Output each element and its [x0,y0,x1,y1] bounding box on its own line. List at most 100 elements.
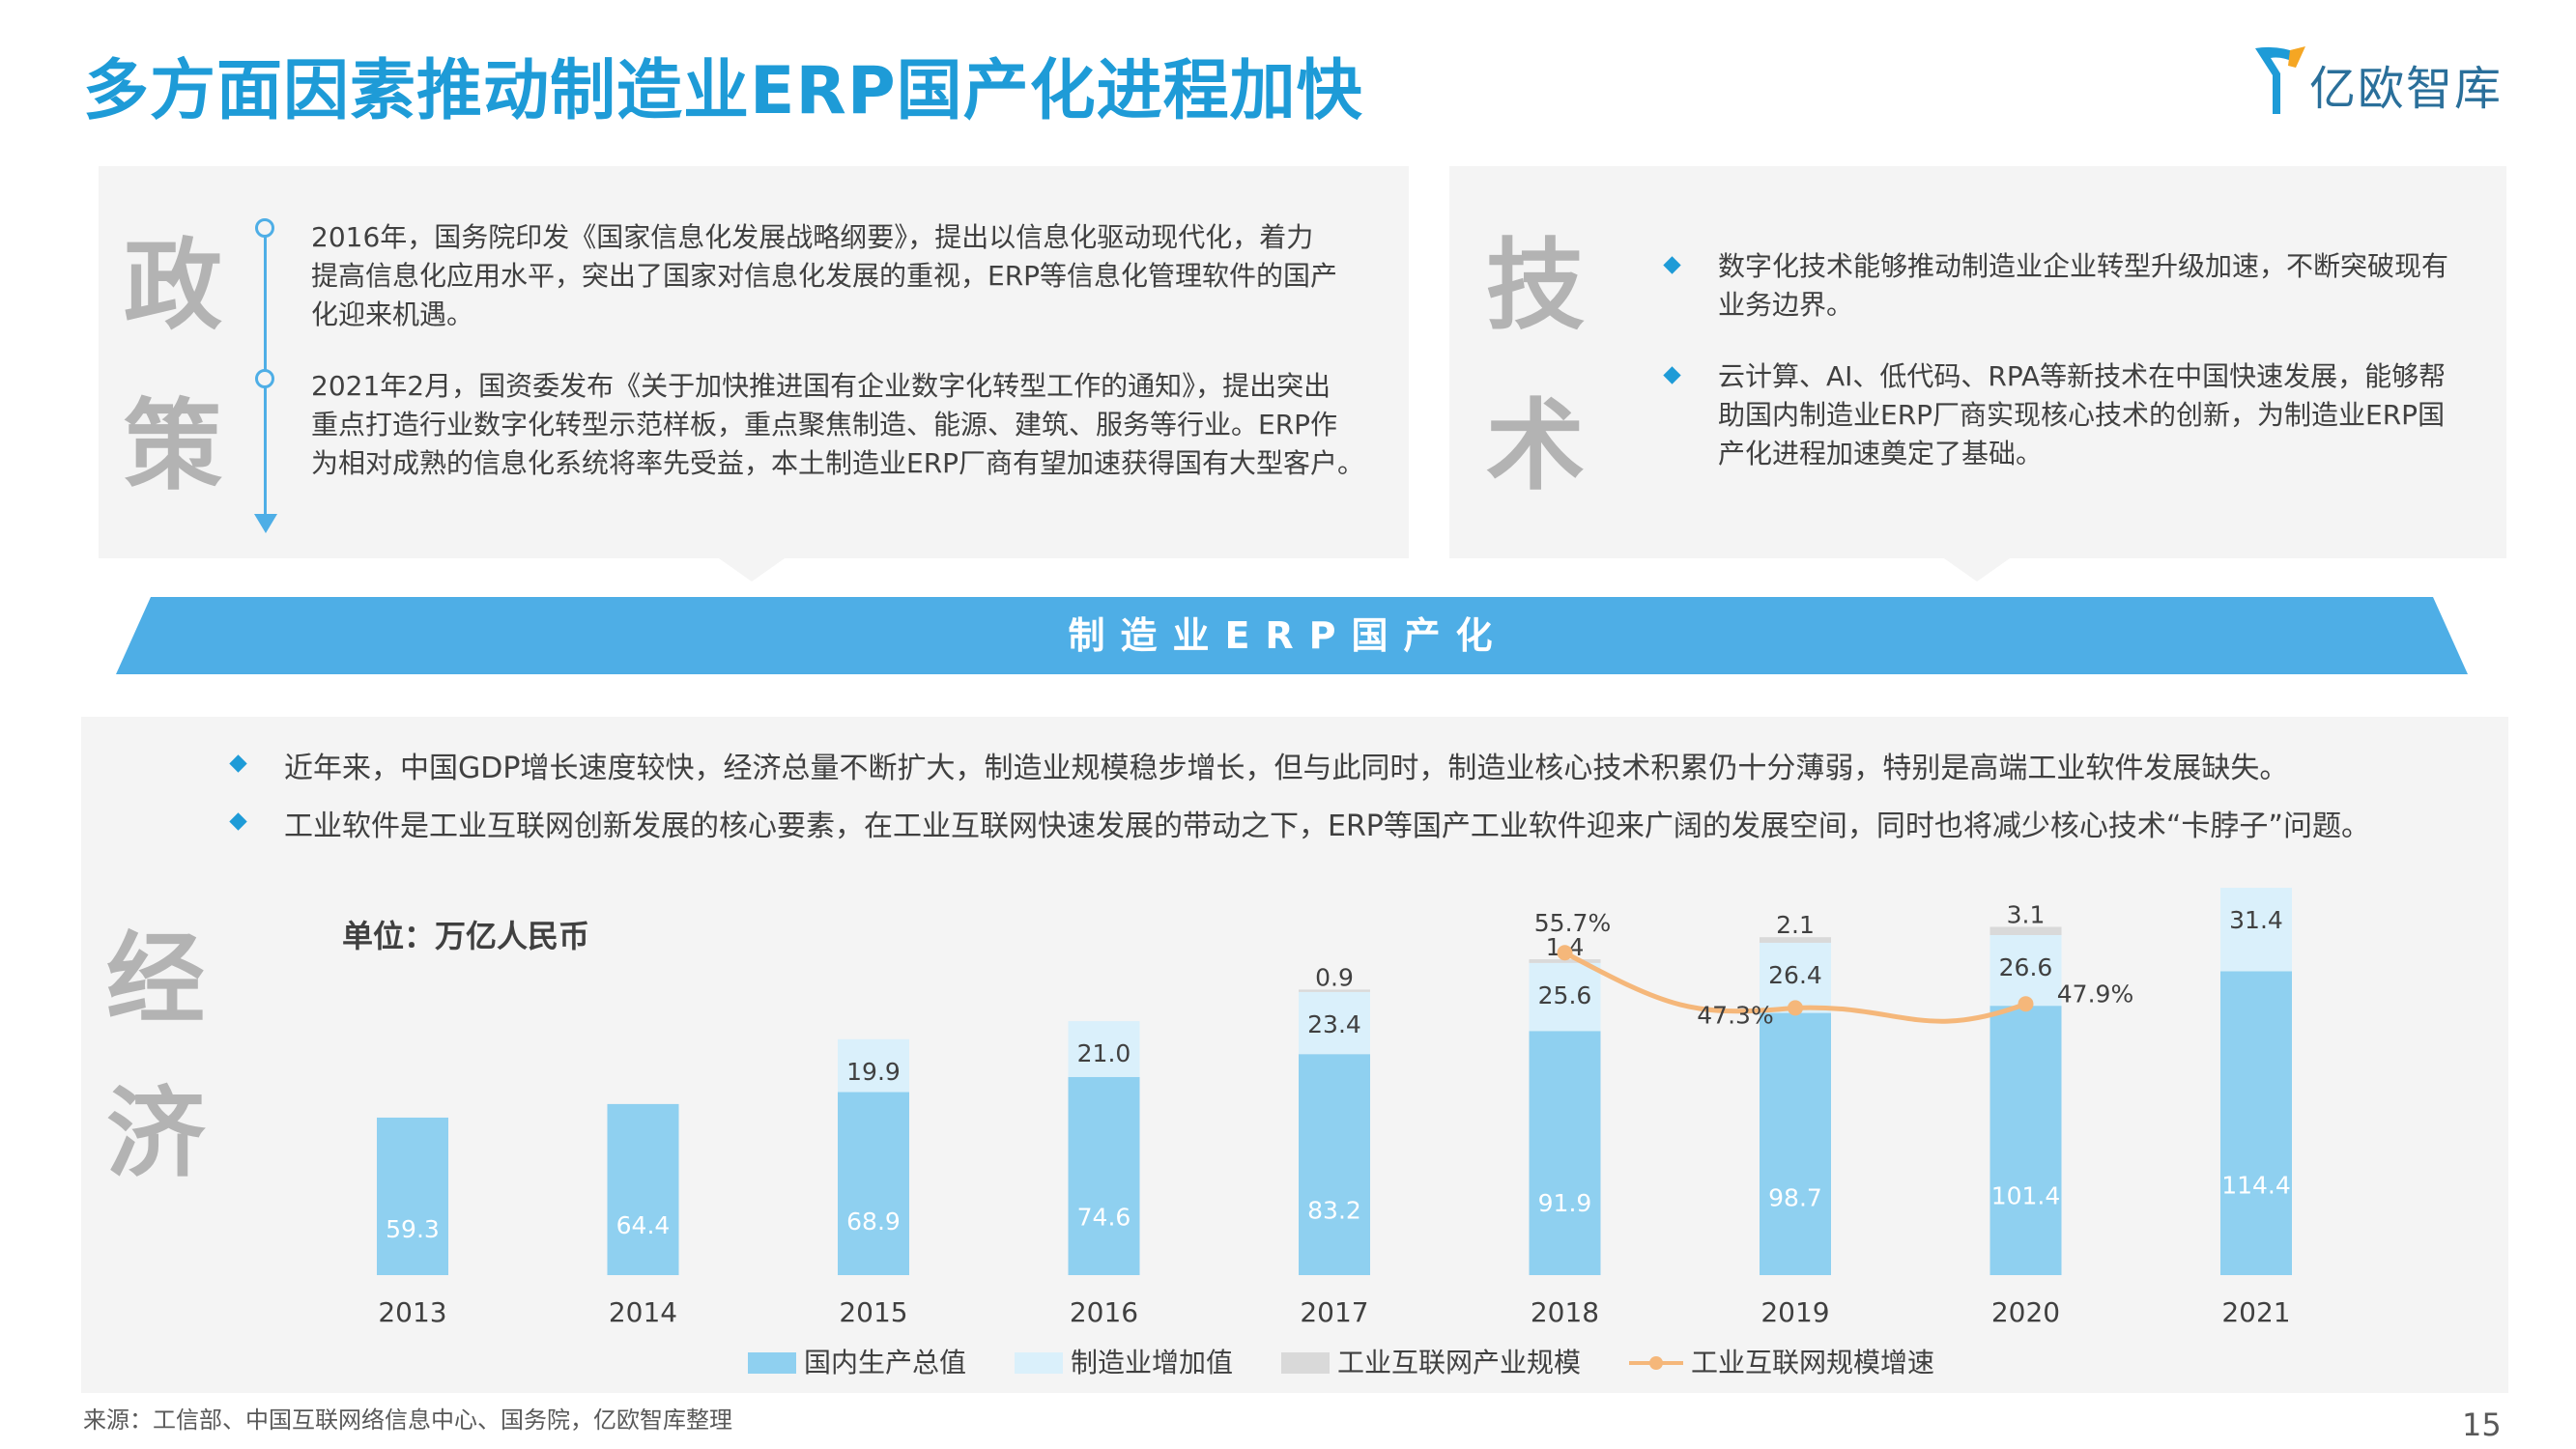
policy-timeline-dot [255,218,274,238]
data-label: 19.9 [846,1058,901,1086]
bar-segment [1760,937,1831,943]
economy-bullet: 工业软件是工业互联网创新发展的核心要素，在工业互联网快速发展的带动之下，ERP等… [284,810,2370,843]
legend-swatch [1281,1352,1330,1374]
legend-swatch [748,1352,796,1374]
bar-segment [838,1038,909,1093]
policy-item: 2021年2月，国资委发布《关于加快推进国有企业数字化转型工作的通知》，提出突出… [311,367,1364,483]
policy-char-1: 政 [124,229,222,344]
data-label: 26.6 [1999,953,2053,981]
policy-item-line: 2016年，国务院印发《国家信息化发展战略纲要》，提出以信息化驱动现代化，着力 [311,221,1314,253]
bar-segment [1299,1054,1370,1275]
technology-item-line: 助国内制造业ERP厂商实现核心技术的创新，为制造业ERP国 [1718,399,2446,431]
legend-label: 工业互联网产业规模 [1337,1347,1581,1378]
data-label: 26.4 [1768,961,1822,989]
technology-item-line: 云计算、AI、低代码、RPA等新技术在中国快速发展，能够帮 [1718,360,2447,392]
data-label: 64.4 [616,1211,671,1239]
bar-segment [2220,971,2292,1275]
policy-item: 2016年，国务院印发《国家信息化发展战略纲要》，提出以信息化驱动现代化，着力 … [311,218,1337,334]
x-tick-label: 2019 [1760,1296,1829,1328]
data-label: 68.9 [846,1208,901,1236]
line-point [1557,945,1573,961]
bar-segment [1068,1021,1140,1077]
bar-segment [2220,888,2292,972]
bar-segment [1760,1012,1831,1275]
data-label: 83.2 [1307,1196,1361,1224]
data-label: 3.1 [2007,900,2046,928]
logo-text: 亿欧智库 [2309,62,2504,116]
source-note: 来源：工信部、中国互联网络信息中心、国务院，亿欧智库整理 [83,1406,732,1434]
legend-line-marker [1649,1356,1663,1370]
policy-timeline-arrow-icon [254,514,277,533]
line-point [2018,996,2034,1012]
data-label: 25.6 [1538,981,1592,1009]
bar-segment [1529,959,1601,963]
data-label: 21.0 [1077,1039,1131,1067]
economy-panel [81,717,2508,1393]
bar-segment [1068,1076,1140,1275]
policy-char-2: 策 [124,389,222,504]
data-label: 74.6 [1077,1203,1131,1231]
bar-segment [1529,962,1601,1032]
legend-swatch [1015,1352,1063,1374]
data-label: 0.9 [1315,963,1354,991]
x-tick-label: 2021 [2221,1296,2290,1328]
x-tick-label: 2016 [1070,1296,1138,1328]
policy-panel [99,166,1409,582]
line-point [1788,1000,1803,1016]
bar-segment [1989,935,2062,1007]
page-number: 15 [2462,1406,2502,1443]
bar-segment [1299,991,1370,1055]
technology-item: 数字化技术能够推动制造业企业转型升级加速，不断突破现有 业务边界。 [1718,247,2448,325]
x-tick-label: 2015 [839,1296,907,1328]
chart: 59.3 2013 64.4 2014 68.9 19.9 2015 74.6 21.0 2016… [377,888,2292,1378]
economy-char-2: 济 [106,1077,205,1192]
data-label: 101.4 [1991,1181,2061,1209]
data-label: 114.4 [2221,1172,2291,1200]
bar-segment [1989,926,2062,935]
banner-title: 制造业ERP国产化 [1068,614,1508,657]
technology-item: 云计算、AI、低代码、RPA等新技术在中国快速发展，能够帮 助国内制造业ERP厂… [1718,357,2446,473]
bar-segment [607,1103,679,1275]
policy-item-line: 提高信息化应用水平，突出了国家对信息化发展的重视，ERP等信息化管理软件的国产 [311,260,1338,292]
data-label: 23.4 [1307,1010,1361,1038]
x-tick-label: 2013 [378,1296,446,1328]
data-label: 59.3 [386,1215,440,1243]
bar-segment [1989,1006,2062,1275]
logo: 亿欧智库 [2251,37,2541,124]
x-tick-label: 2018 [1531,1296,1599,1328]
legend-label: 国内生产总值 [804,1347,966,1378]
technology-char-2: 术 [1486,389,1585,504]
policy-item-line: 化迎来机遇。 [311,298,474,330]
bar-segment [377,1117,448,1275]
data-label: 91.9 [1538,1189,1592,1217]
logo-mark-icon [2255,46,2305,114]
bar-segment [1299,989,1370,992]
technology-char-1: 技 [1486,229,1585,344]
data-label: 2.1 [1776,911,1815,939]
technology-item-line: 业务边界。 [1718,289,1854,321]
data-label: 98.7 [1768,1184,1822,1212]
bar-segment [1529,1031,1601,1275]
line-point-label: 47.9% [2057,980,2133,1008]
technology-item-line: 数字化技术能够推动制造业企业转型升级加速，不断突破现有 [1718,250,2449,282]
legend-label: 工业互联网规模增速 [1691,1347,1934,1378]
policy-item-line: 为相对成熟的信息化系统将率先受益，本土制造业ERP厂商有望加速获得国有大型客户。 [311,447,1365,479]
legend-label: 制造业增加值 [1071,1347,1233,1378]
banner-shape [116,597,2468,674]
line-point-label: 55.7% [1534,909,1611,937]
data-label: 31.4 [2229,906,2283,934]
page-title: 多方面因素推动制造业ERP国产化进程加快 [83,53,1363,129]
policy-panel-pointer [719,558,785,582]
economy-char-1: 经 [106,923,205,1037]
economy-bullet: 近年来，中国GDP增长速度较快，经济总量不断扩大，制造业规模稳步增长，但与此同时… [284,752,2289,785]
line-point-label: 47.3% [1697,1001,1773,1029]
policy-item-line: 2021年2月，国资委发布《关于加快推进国有企业数字化转型工作的通知》，提出突出 [311,370,1331,402]
technology-panel-pointer [1944,558,2010,582]
bar-segment [838,1092,909,1275]
policy-item-line: 重点打造行业数字化转型示范样板，重点聚焦制造、能源、建筑、服务等行业。ERP作 [311,409,1338,440]
chart-unit-label: 单位：万亿人民币 [342,918,590,954]
policy-timeline-dot [255,369,274,388]
x-tick-label: 2014 [609,1296,677,1328]
x-tick-label: 2017 [1300,1296,1368,1328]
x-tick-label: 2020 [1991,1296,2060,1328]
